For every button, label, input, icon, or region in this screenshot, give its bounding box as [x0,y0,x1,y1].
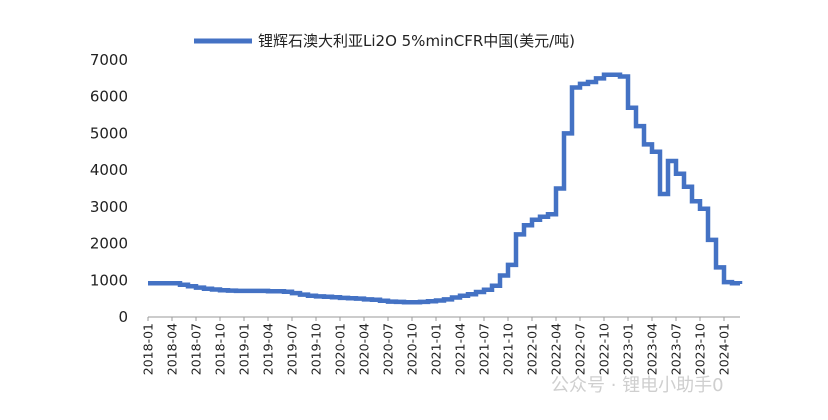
x-tick-label: 2019-07 [285,323,300,375]
x-tick-label: 2020-10 [405,323,420,375]
x-tick-label: 2021-01 [429,323,444,375]
x-tick-label: 2022-01 [525,323,540,375]
y-tick-label: 0 [118,308,128,326]
x-tick-label: 2022-10 [597,323,612,375]
x-tick-label: 2020-01 [333,323,348,375]
x-tick-label: 2022-04 [549,323,564,375]
x-tick-label: 2023-04 [645,323,660,375]
legend: 锂辉石澳大利亚Li2O 5%minCFR中国(美元/吨) [194,32,575,50]
x-tick-label: 2018-01 [141,323,156,375]
x-tick-label: 2020-07 [381,323,396,375]
series-layer [148,72,743,305]
x-tick-label: 2018-07 [189,323,204,375]
y-tick-label: 7000 [90,51,128,69]
x-tick-label: 2019-10 [309,323,324,375]
x-tick-label: 2018-04 [165,323,180,375]
x-tick-label: 2021-07 [477,323,492,375]
x-tick-label: 2021-04 [453,323,468,375]
x-tick-label: 2023-01 [621,323,636,375]
x-tick-label: 2021-10 [501,323,516,375]
y-tick-label: 4000 [90,161,128,179]
y-tick-label: 3000 [90,198,128,216]
y-tick-label: 2000 [90,235,128,253]
series-line [148,72,743,305]
legend-label: 锂辉石澳大利亚Li2O 5%minCFR中国(美元/吨) [258,32,575,50]
watermark: 公众号 · 锂电小助手0 [551,375,724,396]
y-tick-label: 1000 [90,271,128,289]
x-tick-label: 2018-10 [213,323,228,375]
x-tick-label: 2020-04 [357,323,372,375]
x-tick-label: 2024-01 [717,323,732,375]
y-tick-label: 6000 [90,88,128,106]
x-tick-label: 2019-01 [237,323,252,375]
x-tick-label: 2023-07 [669,323,684,375]
x-tick-label: 2019-04 [261,323,276,375]
x-axis: 2018-01 2018-04 2018-07 2018-10 2019-01 2019-… [141,316,740,375]
y-axis: 0 1000 2000 3000 4000 5000 6000 7000 [90,51,128,326]
x-tick-label: 2022-07 [573,323,588,375]
x-tick-label: 2023-10 [693,323,708,375]
y-tick-label: 5000 [90,124,128,142]
